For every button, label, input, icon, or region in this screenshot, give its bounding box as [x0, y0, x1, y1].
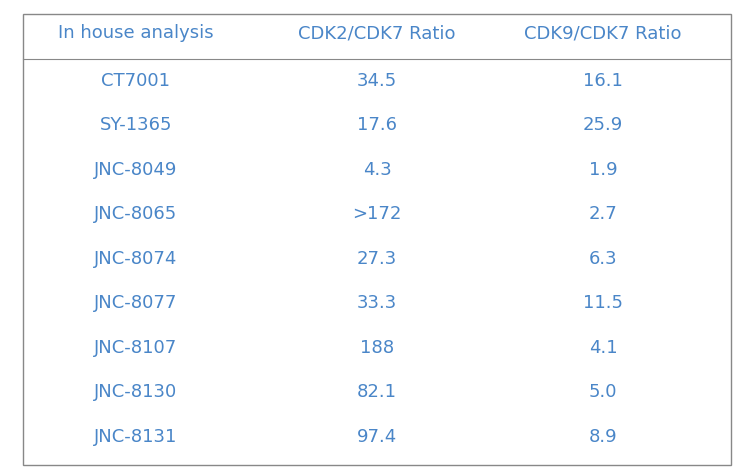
Text: 4.3: 4.3 — [363, 161, 391, 179]
Text: JNC-8130: JNC-8130 — [94, 383, 177, 401]
Text: JNC-8049: JNC-8049 — [94, 161, 177, 179]
Text: JNC-8065: JNC-8065 — [94, 205, 177, 223]
Text: 11.5: 11.5 — [583, 294, 624, 312]
Text: 2.7: 2.7 — [589, 205, 618, 223]
Text: 16.1: 16.1 — [584, 72, 623, 90]
Text: 5.0: 5.0 — [589, 383, 618, 401]
Text: CDK9/CDK7 Ratio: CDK9/CDK7 Ratio — [525, 24, 682, 42]
Text: 17.6: 17.6 — [357, 116, 397, 134]
Text: 27.3: 27.3 — [357, 250, 397, 268]
Text: 25.9: 25.9 — [583, 116, 624, 134]
Text: 6.3: 6.3 — [589, 250, 618, 268]
Text: JNC-8131: JNC-8131 — [94, 428, 177, 446]
Text: 188: 188 — [360, 339, 394, 357]
Text: 33.3: 33.3 — [357, 294, 397, 312]
Text: SY-1365: SY-1365 — [100, 116, 172, 134]
Text: 8.9: 8.9 — [589, 428, 618, 446]
Text: CT7001: CT7001 — [101, 72, 170, 90]
Text: JNC-8077: JNC-8077 — [94, 294, 177, 312]
Text: >172: >172 — [352, 205, 402, 223]
Text: JNC-8074: JNC-8074 — [94, 250, 177, 268]
Text: In house analysis: In house analysis — [58, 24, 213, 42]
Text: 4.1: 4.1 — [589, 339, 618, 357]
Text: 82.1: 82.1 — [357, 383, 397, 401]
Text: 34.5: 34.5 — [357, 72, 397, 90]
Text: 97.4: 97.4 — [357, 428, 397, 446]
Text: 1.9: 1.9 — [589, 161, 618, 179]
Text: JNC-8107: JNC-8107 — [94, 339, 177, 357]
Text: CDK2/CDK7 Ratio: CDK2/CDK7 Ratio — [299, 24, 455, 42]
